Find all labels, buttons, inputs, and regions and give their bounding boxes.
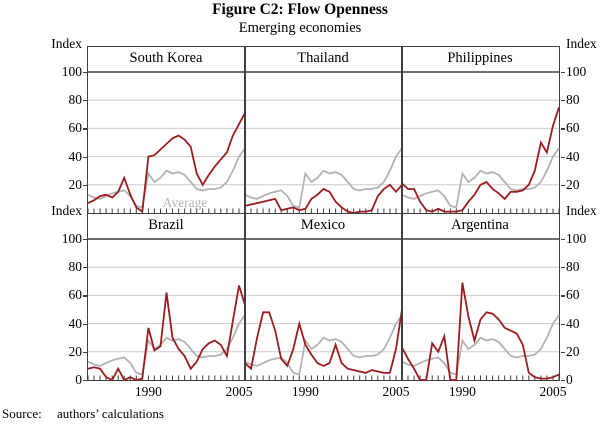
average-line [401,147,560,209]
panel-mexico [243,237,403,380]
x-axis-label: 2005 [382,384,410,399]
series-line-south-korea [87,111,246,213]
y-axis-label: 60 [68,287,83,303]
y-axis-label: 20 [566,343,580,359]
y-tick [82,267,87,269]
y-axis-label: 0 [75,372,82,387]
panel-title-philippines: Philippines [447,49,513,66]
y-axis-label: 60 [68,120,83,136]
panel-thailand [244,70,403,214]
panel-south-korea: Average [87,70,246,213]
y-tick [82,184,87,186]
x-axis-label: 1990 [291,384,319,399]
panel-philippines [400,70,560,213]
y-tick [82,156,87,158]
y-tick [82,100,87,102]
y-tick [560,267,565,269]
average-line [401,314,560,376]
y-tick [560,323,565,325]
source-text: authors’ calculations [57,406,164,421]
y-tick [82,72,87,74]
panel-argentina [400,237,560,381]
panel-divider-horizontal [87,212,559,214]
y-axis-label: 100 [566,231,587,246]
average-label: Average [162,195,207,210]
panel-title-brazil: Brazil [148,216,184,233]
y-axis-label: 60 [566,120,580,136]
y-tick [560,184,565,186]
y-axis-unit-label: Index [566,36,597,51]
y-axis-label: 40 [68,148,83,164]
y-axis-label: 100 [61,231,82,246]
source-label: Source: [2,406,42,421]
x-axis-label: 1990 [134,384,162,399]
series-line-argentina [400,282,559,381]
panel-title-argentina: Argentina [451,216,509,233]
figure-title: Figure C2: Flow Openness [212,1,388,18]
series-line-brazil [87,284,246,381]
y-axis-unit-label: Index [566,203,597,218]
x-axis-label: 2005 [225,384,253,399]
y-tick [560,72,565,74]
y-tick [82,323,87,325]
source-line: Source: authors’ calculations [2,406,402,422]
figure-subtitle: Emerging economies [238,20,362,36]
y-tick [560,128,565,130]
chart-grid: Average South Korea Thailand Philippines Bra… [86,45,560,381]
average-line [87,147,246,209]
average-line [244,314,403,376]
y-tick [82,295,87,297]
y-axis-label: 60 [566,287,580,303]
y-axis-label: 100 [61,64,82,79]
y-tick [82,380,87,382]
y-axis-label: 0 [566,372,573,387]
panel-brazil [87,237,246,381]
y-axis-label: 80 [566,259,580,275]
y-axis-label: 40 [566,315,580,331]
y-axis-unit-label: Index [51,203,82,218]
y-tick [82,239,87,241]
y-tick [560,351,565,353]
y-axis-label: 20 [566,176,580,192]
y-tick [560,295,565,297]
x-axis-label: 1990 [448,384,476,399]
x-axis-label: 2005 [539,384,567,399]
panel-title-mexico: Mexico [300,216,346,233]
y-axis-label: 40 [566,148,580,164]
y-tick [82,128,87,130]
y-axis-label: 20 [68,343,83,359]
y-tick [560,100,565,102]
y-tick [82,351,87,353]
y-tick [560,156,565,158]
y-axis-label: 20 [68,176,83,192]
y-axis-label: 100 [566,64,587,79]
series-line-mexico [243,308,403,374]
panel-title-thailand: Thailand [297,49,349,66]
y-tick [560,380,565,382]
y-axis-label: 40 [68,315,83,331]
series-line-philippines [400,106,560,213]
y-axis-label: 80 [68,92,83,108]
y-axis-label: 80 [566,92,580,108]
y-axis-label: 80 [68,259,83,275]
average-line [244,147,403,209]
y-tick [560,239,565,241]
average-line [87,314,246,376]
series-line-thailand [244,183,403,214]
y-axis-unit-label: Index [51,36,82,51]
panel-title-south-korea: South Korea [129,49,203,66]
